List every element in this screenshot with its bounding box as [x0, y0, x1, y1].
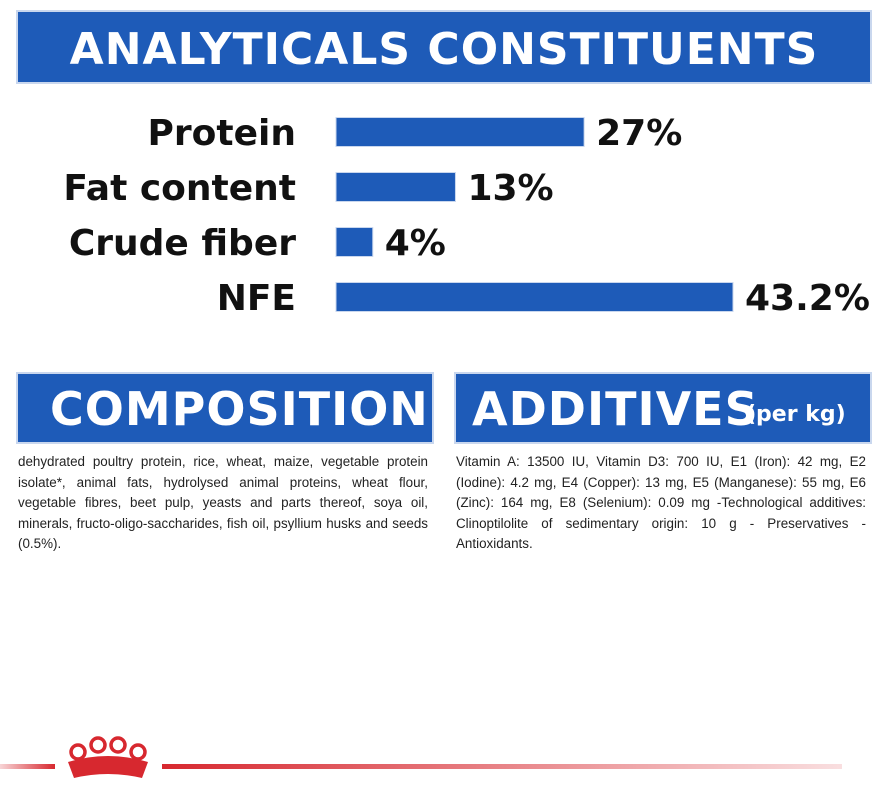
value-label: 43.2%: [745, 278, 870, 319]
footer-divider: [0, 736, 842, 778]
composition-text: dehydrated poultry protein, rice, wheat,…: [18, 454, 428, 551]
bar: [335, 227, 374, 257]
value-label: 27%: [596, 113, 682, 154]
title-banner: ANALYTICALS CONSTITUENTS: [16, 10, 872, 84]
additives-text: Vitamin A: 13500 IU, Vitamin D3: 700 IU,…: [456, 454, 866, 551]
composition-banner: COMPOSITION: [16, 372, 434, 444]
category-label: Fat content: [63, 168, 296, 209]
footer-line-right: [162, 764, 842, 769]
composition-title: COMPOSITION: [50, 382, 429, 436]
category-label: Crude fiber: [69, 223, 296, 264]
constituents-chart: Protein 27% Fat content 13% Crude fiber 4% NFE…: [63, 113, 870, 319]
additives-subtitle: (per kg): [746, 402, 846, 427]
value-label: 13%: [467, 168, 553, 209]
page-title: ANALYTICALS CONSTITUENTS: [69, 24, 819, 75]
royal-crown-icon: [68, 736, 148, 778]
bar: [335, 172, 456, 202]
category-label: NFE: [217, 278, 296, 319]
additives-banner: ADDITIVES (per kg): [454, 372, 872, 444]
bar: [335, 117, 585, 147]
bar: [335, 282, 734, 312]
value-label: 4%: [385, 223, 446, 264]
additives-title: ADDITIVES: [472, 382, 759, 436]
category-label: Protein: [148, 113, 296, 154]
footer-line-left: [0, 764, 55, 769]
